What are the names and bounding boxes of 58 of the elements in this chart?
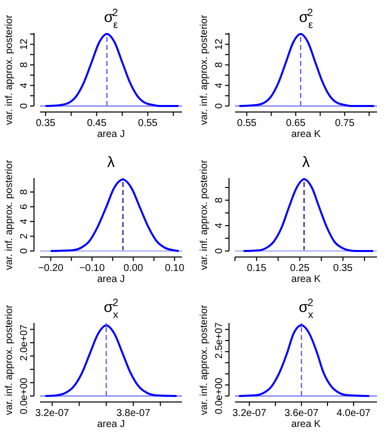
chart-title: λ xyxy=(302,154,310,171)
y-axis-title: var. inf. approx. posterior xyxy=(199,159,210,270)
x-axis-title: area K xyxy=(291,129,322,140)
y-tick-label: 8 xyxy=(19,62,30,68)
y-axis-title: var. inf. approx. posterior xyxy=(4,159,15,270)
x-tick-label: 0.10 xyxy=(164,263,185,274)
x-tick-label: 0.75 xyxy=(334,118,355,129)
x-tick-label: 0.00 xyxy=(124,263,144,274)
y-tick-label: 12 xyxy=(214,38,225,50)
y-tick-label: 0 xyxy=(214,248,225,254)
x-tick-label: −0.20 xyxy=(38,263,64,274)
y-tick-label: 4 xyxy=(19,82,30,88)
x-axis-title: area J xyxy=(97,274,125,285)
x-tick-label: 3.2e-07 xyxy=(35,408,70,419)
y-axis-title: var. inf. approx. posterior xyxy=(199,14,210,126)
y-tick-label: 0.0e+00 xyxy=(214,377,225,414)
y-tick-label: 2 xyxy=(19,233,30,240)
line-series xyxy=(242,178,374,252)
y-tick-label: 2.0e+07 xyxy=(19,324,30,361)
x-tick-label: 0.45 xyxy=(86,118,107,129)
x-axis-title: area J xyxy=(97,129,125,140)
y-tick-label: 8 xyxy=(214,197,225,203)
y-tick-label: 8 xyxy=(19,188,30,195)
x-tick-label: 3.8e-07 xyxy=(116,408,151,419)
y-axis-title: var. inf. approx. posterior xyxy=(4,304,15,416)
chart-title: λ xyxy=(107,154,116,171)
y-tick-label: 12 xyxy=(19,38,30,50)
y-tick-label: 8 xyxy=(214,62,225,68)
x-tick-label: 0.25 xyxy=(290,263,310,274)
x-tick-label: 0.65 xyxy=(286,118,306,129)
x-tick-label: 3.2e-07 xyxy=(232,408,267,419)
line-series xyxy=(50,178,180,252)
x-tick-label: 0.35 xyxy=(333,263,354,274)
y-axis-title: var. inf. approx. posterior xyxy=(4,14,15,126)
x-axis-title: area K xyxy=(291,419,322,430)
y-axis-title: var. inf. approx. posterior xyxy=(199,304,210,416)
line-series xyxy=(44,33,180,107)
x-tick-label: 0.55 xyxy=(237,118,257,129)
line-series xyxy=(44,324,178,397)
x-tick-label: 3.6e-07 xyxy=(284,408,319,419)
y-tick-label: 4 xyxy=(214,222,225,228)
y-tick-label: 4 xyxy=(19,218,30,224)
x-axis-title: area J xyxy=(97,419,125,430)
line-series xyxy=(238,33,376,107)
x-tick-label: 4.0e-07 xyxy=(336,408,371,419)
x-axis-title: area K xyxy=(291,274,322,285)
y-tick-label: 2.5e+07 xyxy=(214,322,225,359)
y-tick-label: 0 xyxy=(19,248,30,254)
line-series xyxy=(238,324,370,397)
x-tick-label: 0.15 xyxy=(246,263,267,274)
x-tick-label: −0.10 xyxy=(79,263,106,274)
y-tick-label: 0 xyxy=(214,102,225,109)
y-tick-label: 6 xyxy=(19,204,30,210)
y-tick-label: 0 xyxy=(19,102,30,109)
y-tick-label: 4 xyxy=(214,82,225,88)
y-tick-label: 0.0e+00 xyxy=(19,377,30,414)
x-tick-label: 0.55 xyxy=(138,118,158,129)
x-tick-label: 0.35 xyxy=(36,118,56,129)
